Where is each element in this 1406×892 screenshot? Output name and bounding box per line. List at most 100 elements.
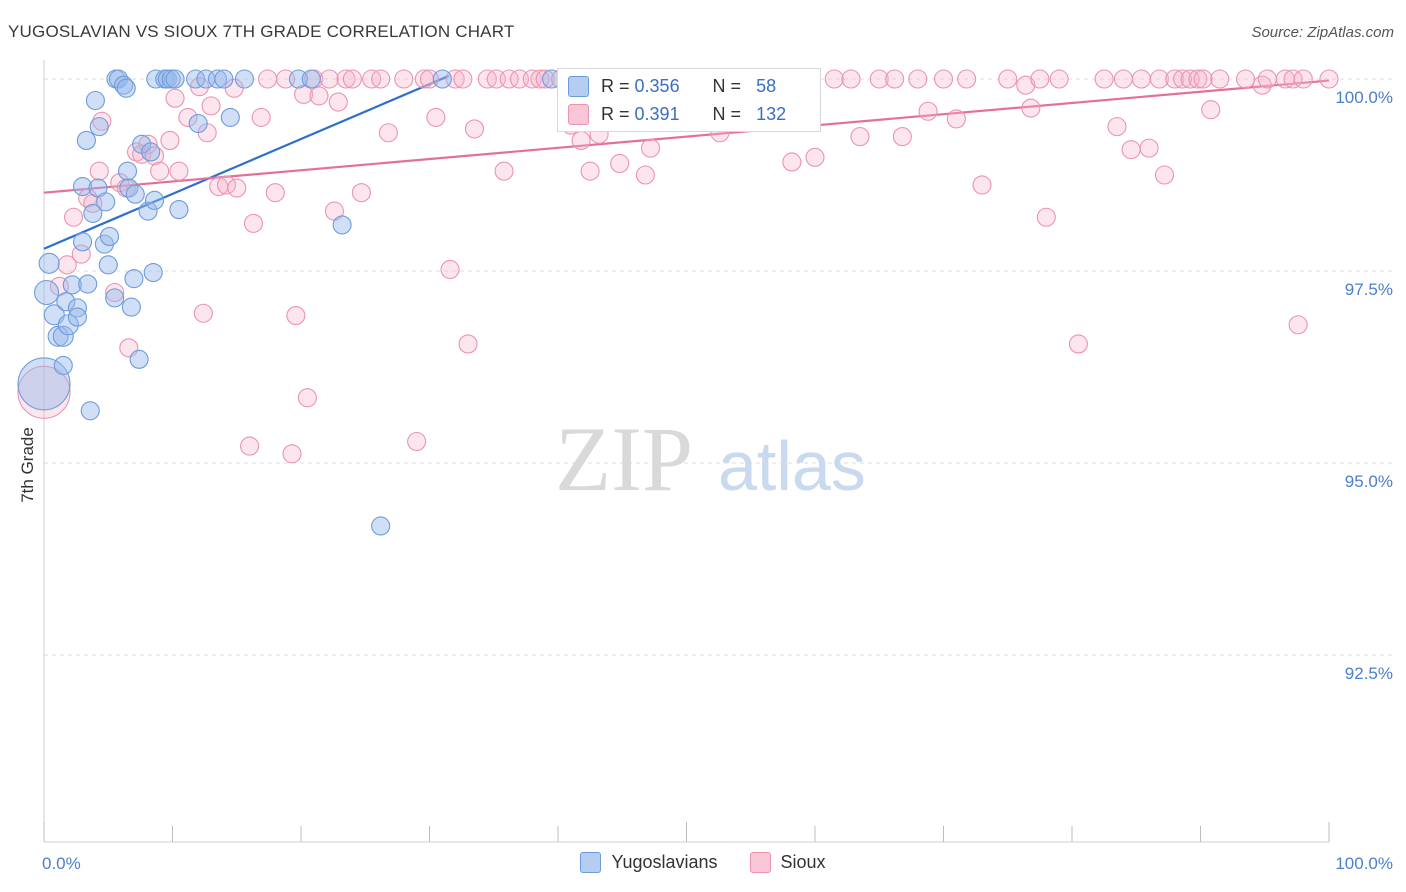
legend-swatch-pink: [749, 852, 771, 873]
sioux-point: [64, 207, 84, 227]
yugoslavian-point: [117, 161, 138, 181]
sioux-point: [918, 101, 938, 121]
sioux-point: [1165, 69, 1185, 89]
sioux-point: [464, 119, 485, 139]
sioux-point: [957, 69, 977, 89]
yugoslavian-point: [53, 355, 73, 376]
legend-n-label: N =: [712, 103, 742, 124]
yugoslavian-point: [116, 78, 136, 98]
legend-row-yugoslavians: R = 0.356 N = 58: [568, 73, 776, 99]
sioux-point: [319, 69, 339, 89]
yugoslavian-point: [234, 69, 255, 89]
sioux-point: [458, 334, 478, 354]
sioux-point: [193, 303, 213, 323]
yugoslavian-point: [62, 275, 82, 295]
sioux-point: [440, 259, 460, 280]
sioux-point: [1139, 138, 1159, 158]
sioux-point: [169, 161, 189, 181]
yugoslavian-point: [144, 190, 165, 210]
sioux-point: [110, 173, 130, 193]
yugoslavian-point: [220, 107, 240, 127]
watermark-zip: ZIP: [555, 408, 693, 510]
sioux-point: [1094, 69, 1114, 89]
watermark-atlas: atlas: [718, 427, 866, 505]
yugoslavian-point: [105, 288, 125, 308]
sioux-point: [933, 69, 954, 89]
sioux-point: [227, 178, 247, 198]
sioux-point: [1172, 69, 1193, 89]
sioux-point: [1068, 334, 1088, 354]
sioux-point: [265, 183, 285, 203]
sioux-point: [571, 130, 591, 150]
yugoslavian-point: [432, 69, 452, 89]
sioux-point: [782, 152, 802, 172]
yugoslavian-point: [73, 232, 93, 252]
sioux-point: [610, 153, 630, 174]
sioux-point: [453, 69, 473, 89]
yugoslavian-point: [301, 69, 321, 89]
legend-r-value: 0.391: [634, 103, 680, 124]
sioux-point: [407, 431, 427, 452]
legend-item-sioux[interactable]: Sioux: [749, 852, 826, 873]
yugoslavian-point: [98, 255, 118, 275]
yugoslavian-point: [141, 142, 161, 162]
yugoslavian-point: [83, 203, 103, 223]
sioux-point: [138, 134, 158, 154]
legend-r-value: 0.356: [634, 75, 680, 96]
sioux-point: [297, 388, 317, 408]
sioux-point: [286, 305, 306, 326]
legend-swatch-pink: [568, 103, 589, 125]
sioux-point: [251, 107, 271, 127]
sioux-point: [494, 161, 514, 181]
yugoslavian-point: [207, 69, 228, 89]
sioux-point: [240, 436, 260, 456]
sioux-points: [17, 69, 1339, 464]
yugoslavian-point: [214, 69, 234, 89]
sioux-point: [1193, 69, 1213, 89]
sioux-point: [426, 107, 446, 127]
sioux-point: [869, 69, 889, 89]
yugoslavian-point: [121, 297, 141, 317]
legend-item-yugoslavians[interactable]: Yugoslavians: [580, 852, 718, 873]
yugoslavian-point: [73, 176, 93, 197]
yugoslavian-point: [165, 69, 185, 89]
sioux-point: [1036, 207, 1056, 227]
yugoslavian-point: [56, 292, 76, 312]
sioux-point: [1154, 165, 1175, 185]
sioux-point: [71, 244, 91, 264]
legend-n-value: 132: [756, 103, 787, 124]
sioux-point: [1210, 69, 1230, 89]
sioux-point: [530, 69, 550, 89]
axes: 100.0% 97.5% 95.0% 92.5%: [43, 60, 1393, 843]
yugoslavian-point: [34, 279, 60, 306]
sioux-point: [1235, 69, 1256, 89]
sioux-point: [378, 123, 398, 143]
yugoslavian-point: [186, 69, 206, 89]
sioux-point: [309, 86, 329, 106]
source-credit: Source: ZipAtlas.com: [1251, 24, 1394, 41]
sioux-point: [1131, 69, 1151, 89]
sioux-point: [972, 175, 992, 195]
yugoslavian-point: [38, 252, 60, 274]
legend-row-sioux: R = 0.391 N = 132: [568, 101, 786, 127]
sioux-point: [908, 69, 928, 89]
yugoslavian-point: [188, 113, 208, 134]
yugoslavian-point: [169, 200, 189, 220]
yugoslavian-point: [17, 357, 71, 411]
sioux-point: [92, 111, 112, 131]
sioux-point: [328, 92, 348, 112]
legend-n-label: N =: [712, 75, 742, 96]
yugoslavian-point: [78, 274, 98, 294]
yugoslavian-point: [80, 401, 100, 421]
sioux-point: [371, 69, 391, 89]
sioux-point: [499, 69, 519, 89]
sioux-point: [1293, 69, 1313, 89]
sioux-point: [1107, 117, 1127, 137]
sioux-point: [805, 147, 825, 167]
legend-swatch-blue: [568, 75, 589, 97]
yugoslavian-point: [85, 90, 105, 111]
yugoslavian-trend-line: [43, 74, 450, 250]
sioux-point: [105, 282, 125, 303]
yugoslavian-point: [76, 130, 96, 150]
sioux-point: [160, 130, 180, 150]
